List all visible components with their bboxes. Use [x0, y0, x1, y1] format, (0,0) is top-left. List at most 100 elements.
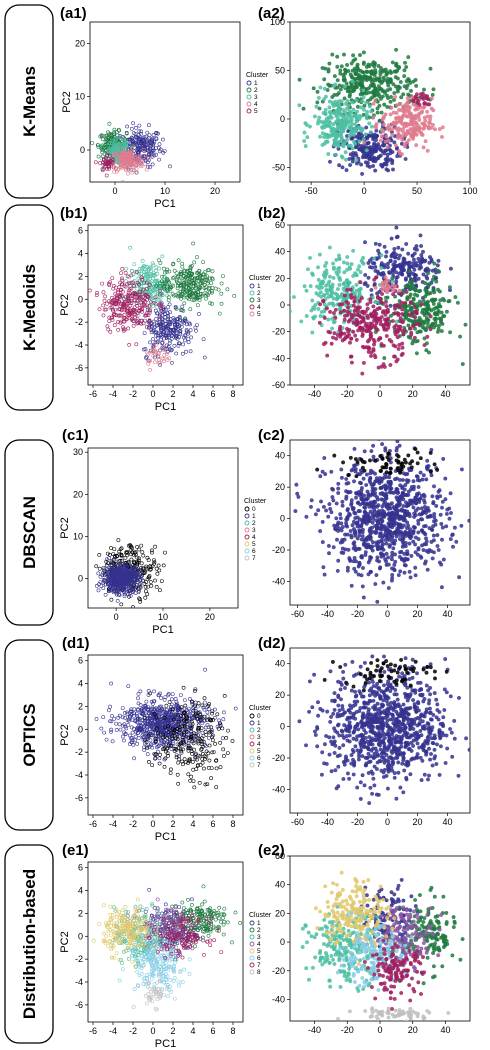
data-point	[182, 318, 187, 323]
data-point	[181, 318, 186, 323]
data-point	[157, 157, 161, 162]
data-point	[146, 266, 151, 271]
data-point	[96, 145, 101, 150]
data-point	[360, 70, 365, 74]
legend-item: 5	[257, 311, 261, 318]
data-point	[316, 277, 321, 282]
method-box-1: K-Medoids	[4, 204, 54, 411]
data-point	[409, 88, 413, 93]
data-point	[135, 286, 140, 291]
data-point	[116, 141, 121, 146]
data-point	[390, 319, 395, 323]
data-point	[197, 312, 201, 316]
data-point	[351, 329, 356, 334]
data-point	[327, 134, 332, 139]
data-point	[346, 301, 351, 306]
data-point	[442, 314, 447, 318]
data-point	[188, 267, 193, 272]
data-point	[100, 281, 105, 286]
legend-swatch	[249, 283, 255, 289]
data-point	[439, 320, 443, 325]
data-point	[109, 301, 114, 305]
data-point	[301, 106, 306, 111]
data-point	[115, 584, 120, 589]
data-point	[320, 66, 325, 70]
data-point	[107, 281, 111, 286]
data-point	[379, 342, 384, 347]
data-point	[382, 114, 387, 119]
data-point	[188, 328, 193, 333]
data-point	[316, 95, 321, 100]
data-point	[440, 125, 445, 130]
data-point	[120, 278, 125, 283]
data-point	[297, 103, 302, 108]
data-point	[126, 290, 131, 295]
data-point	[120, 266, 125, 271]
data-point	[162, 311, 167, 316]
legend-item: 4	[254, 101, 258, 108]
data-point	[157, 142, 162, 147]
data-point	[146, 155, 151, 160]
data-point	[150, 564, 155, 569]
data-point	[170, 276, 175, 281]
data-point	[406, 92, 411, 97]
data-point	[311, 86, 316, 91]
data-point	[133, 564, 138, 569]
data-point	[150, 154, 155, 159]
data-point	[347, 157, 352, 161]
data-point	[153, 268, 158, 273]
data-point	[188, 284, 193, 289]
data-point	[117, 593, 122, 597]
data-point	[323, 264, 327, 268]
data-point	[128, 154, 133, 159]
data-point	[146, 326, 151, 330]
data-point	[366, 275, 371, 280]
data-point	[435, 533, 440, 538]
data-point	[390, 158, 395, 163]
data-point	[318, 302, 323, 307]
data-point	[440, 499, 445, 504]
series-5	[411, 91, 432, 107]
data-point	[167, 310, 172, 315]
series-3	[154, 241, 237, 321]
data-point	[411, 99, 416, 104]
data-point	[413, 573, 418, 578]
data-point	[144, 286, 149, 291]
data-point	[197, 273, 202, 278]
data-point	[184, 274, 189, 279]
data-point	[348, 92, 352, 97]
data-point	[377, 242, 382, 247]
data-point	[115, 554, 120, 559]
data-point	[108, 579, 113, 584]
data-point	[133, 577, 137, 582]
data-point	[109, 597, 114, 602]
data-point	[351, 248, 356, 253]
data-point	[122, 300, 127, 305]
data-point	[431, 500, 436, 505]
data-point	[379, 272, 384, 277]
data-point	[390, 276, 395, 281]
data-point	[112, 572, 117, 577]
data-point	[374, 275, 378, 280]
data-point	[120, 293, 124, 298]
data-point	[309, 308, 314, 313]
data-point	[130, 578, 135, 583]
data-point	[373, 285, 378, 290]
data-point	[369, 354, 373, 358]
data-point	[139, 147, 143, 152]
data-point	[372, 318, 377, 323]
legend-swatch	[244, 555, 250, 561]
data-point	[384, 159, 389, 164]
data-point	[365, 339, 370, 344]
data-point	[406, 251, 411, 256]
data-point	[454, 539, 459, 544]
data-point	[141, 553, 146, 558]
data-point	[129, 587, 134, 592]
data-point	[404, 101, 409, 106]
data-point	[140, 258, 145, 263]
data-point	[201, 337, 206, 342]
data-point	[97, 566, 102, 571]
data-point	[337, 107, 342, 112]
data-point	[124, 131, 129, 136]
